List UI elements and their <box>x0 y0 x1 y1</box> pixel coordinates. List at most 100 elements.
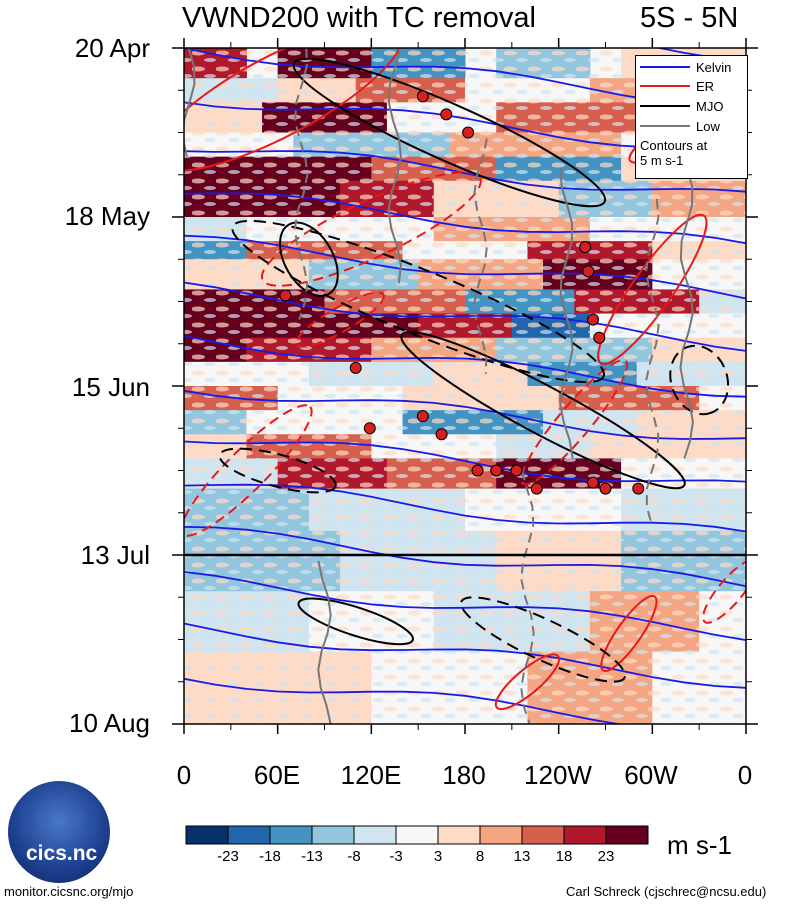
x-tick-label: 120W <box>524 760 592 790</box>
legend-note: Contours at 5 m s-1 <box>640 138 707 168</box>
tc-marker <box>490 464 503 477</box>
tc-marker <box>587 476 600 489</box>
legend-swatch <box>640 105 690 107</box>
colorbar-tick-label: 8 <box>475 848 485 865</box>
footer-url: monitor.cicsnc.org/mjo <box>4 884 134 899</box>
colorbar-tick-label: -13 <box>301 848 323 865</box>
colorbar-tick-label: -8 <box>347 848 361 865</box>
colorbar-tick-label: -23 <box>217 848 239 865</box>
y-tick-label: 10 Aug <box>69 708 150 738</box>
footer-credit: Carl Schreck (cjschrec@ncsu.edu) <box>566 884 767 899</box>
colorbar-swatch <box>269 825 313 845</box>
y-tick-label: 13 Jul <box>80 540 150 570</box>
colorbar <box>185 825 649 845</box>
filtered-contours <box>184 0 746 724</box>
low-contour <box>293 48 309 320</box>
low-contour <box>520 470 535 724</box>
legend-swatch <box>640 125 690 127</box>
tc-marker <box>599 482 612 495</box>
mjo-contour <box>292 57 607 208</box>
legend-swatch <box>640 66 690 68</box>
x-tick-label: 60W <box>624 760 678 790</box>
er-contour <box>600 594 658 672</box>
kelvin-contour <box>184 526 746 588</box>
kelvin-contour <box>184 234 746 300</box>
tc-marker <box>440 108 453 121</box>
colorbar-tick-label: -3 <box>389 848 403 865</box>
tc-marker <box>435 428 448 441</box>
mjo-contour <box>400 331 686 490</box>
chart-region: 5S - 5N <box>640 2 739 34</box>
tc-markers <box>279 90 645 495</box>
colorbar-swatch <box>311 825 355 845</box>
legend-item: Kelvin <box>640 59 731 75</box>
x-tick-label: 60E <box>253 760 301 790</box>
mjo-contour <box>279 221 339 297</box>
colorbar-swatch <box>605 825 649 845</box>
tc-marker <box>530 482 543 495</box>
y-tick-label: 15 Jun <box>71 372 150 402</box>
mjo-contour <box>218 447 337 494</box>
tc-marker <box>471 464 484 477</box>
legend-note-line: Contours at <box>640 138 708 153</box>
er-contour <box>494 653 561 711</box>
colorbar-swatch <box>563 825 607 845</box>
legend-item: ER <box>640 78 714 94</box>
x-tick-label: 0 <box>737 760 753 790</box>
mjo-contour <box>297 597 414 646</box>
colorbar-swatch <box>353 825 397 845</box>
colorbar-swatch <box>437 825 481 845</box>
tc-marker <box>593 331 606 344</box>
mjo-contour <box>460 596 627 683</box>
legend-swatch <box>640 85 690 87</box>
colorbar-tick-label: 13 <box>513 848 531 865</box>
tc-marker <box>416 410 429 423</box>
legend-note-line: 5 m s-1 <box>640 153 684 168</box>
legend-label: MJO <box>696 98 724 114</box>
kelvin-contour <box>184 192 746 245</box>
er-contour <box>184 404 313 537</box>
y-tick-label: 20 Apr <box>74 33 150 63</box>
tc-marker <box>579 241 592 254</box>
kelvin-contour <box>184 440 746 483</box>
x-tick-label: 0 <box>176 760 192 790</box>
legend: Kelvin ER MJO Low Contours at 5 m s-1 <box>635 55 748 179</box>
low-contour <box>645 198 660 526</box>
tc-marker <box>279 289 292 302</box>
low-contour <box>387 48 402 284</box>
colorbar-tick-label: -18 <box>259 848 281 865</box>
kelvin-contour <box>184 622 746 689</box>
tc-marker <box>349 361 362 374</box>
kelvin-contour <box>184 0 746 11</box>
legend-label: Kelvin <box>696 59 732 75</box>
tc-marker <box>582 265 595 278</box>
mjo-contour <box>669 344 730 416</box>
low-contour <box>184 48 196 157</box>
logo-text: cics.nc <box>26 842 98 865</box>
er-contour <box>520 359 629 486</box>
legend-item: MJO <box>640 98 723 114</box>
mjo-contour <box>231 219 605 384</box>
er-contour <box>597 213 708 366</box>
colorbar-tick-label: 18 <box>555 848 573 865</box>
kelvin-contour <box>184 334 746 398</box>
colorbar-tick-label: 23 <box>597 848 615 865</box>
low-contour <box>559 168 574 459</box>
x-tick-label: 120E <box>340 760 402 790</box>
legend-label: Low <box>696 118 720 134</box>
legend-label: ER <box>696 78 715 94</box>
tc-marker <box>632 482 645 495</box>
colorbar-swatch <box>521 825 565 845</box>
chart-title: VWND200 with TC removal <box>182 2 537 34</box>
er-contour <box>702 558 746 624</box>
er-contour <box>295 291 385 348</box>
kelvin-contour <box>184 483 746 533</box>
kelvin-contour <box>184 389 746 440</box>
low-contour <box>473 138 488 374</box>
x-tick-label: 180 <box>442 760 486 790</box>
cicsnc-logo <box>8 781 110 883</box>
y-tick-label: 18 May <box>64 201 150 231</box>
kelvin-contour <box>184 150 746 193</box>
colorbar-swatch <box>185 825 229 845</box>
axis-ticks <box>172 38 758 734</box>
